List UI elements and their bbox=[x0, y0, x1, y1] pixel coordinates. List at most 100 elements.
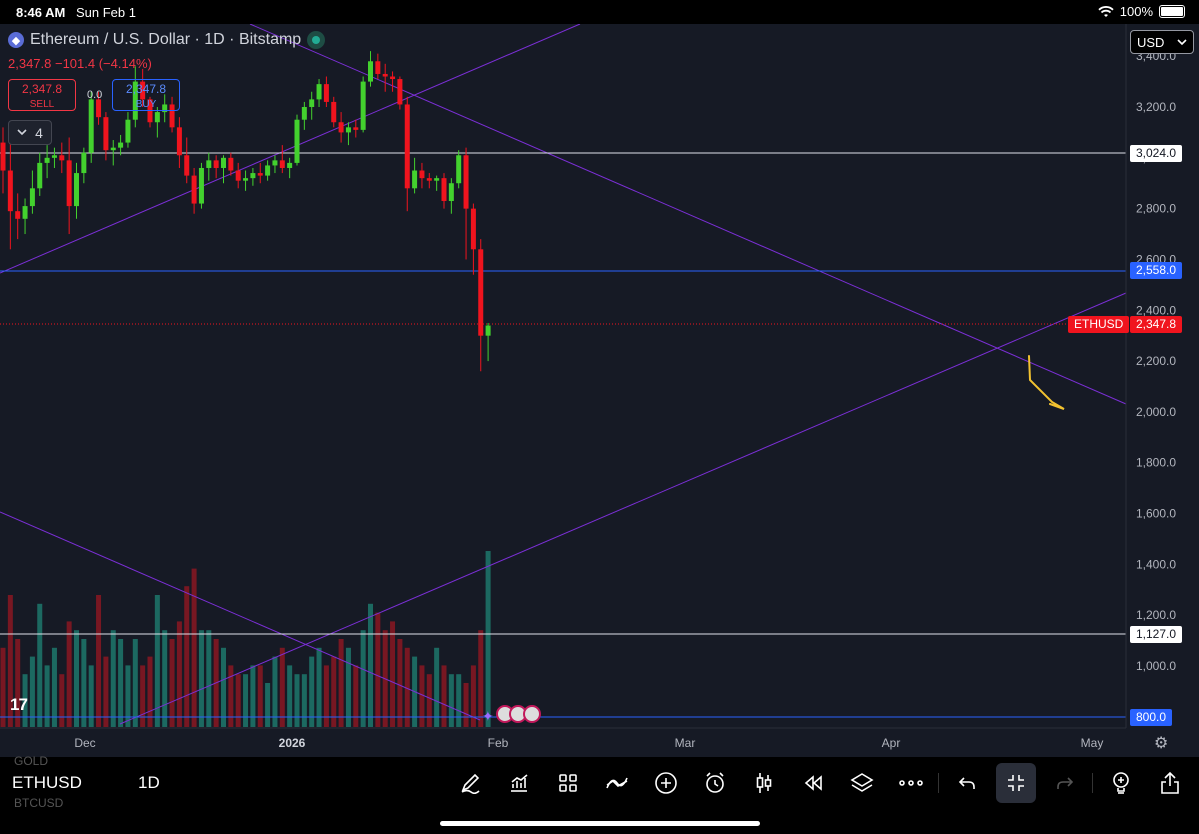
layout-button[interactable] bbox=[548, 763, 588, 803]
trendlines[interactable] bbox=[0, 24, 1127, 725]
candle bbox=[66, 137, 72, 235]
indicators-toggle-button[interactable]: 4 bbox=[8, 120, 52, 145]
interval-selector[interactable]: 1D bbox=[138, 773, 160, 792]
candle bbox=[7, 142, 13, 250]
candle bbox=[221, 155, 226, 184]
candle bbox=[125, 112, 131, 148]
symbol-title[interactable]: Ethereum / U.S. Dollar · 1D · Bitstamp bbox=[30, 31, 302, 48]
chart-legend-header[interactable]: ◆ Ethereum / U.S. Dollar · 1D · Bitstamp bbox=[8, 31, 326, 49]
volume-bar bbox=[198, 630, 204, 727]
currency-select[interactable]: USD bbox=[1130, 30, 1194, 54]
share-icon bbox=[1161, 771, 1179, 794]
volume-bar bbox=[265, 683, 271, 727]
trendline-2[interactable] bbox=[249, 24, 1127, 405]
volume-bar bbox=[463, 683, 469, 727]
event-markers[interactable]: ✦ bbox=[482, 705, 541, 724]
symbol-current[interactable]: ETHUSD bbox=[12, 773, 82, 792]
volume-bar bbox=[140, 665, 146, 727]
fullscreen-toggle-button[interactable] bbox=[996, 763, 1036, 803]
redo-button[interactable] bbox=[1045, 763, 1085, 803]
ideas-button[interactable] bbox=[1101, 763, 1141, 803]
price-tick-label: 1,600.0 bbox=[1136, 507, 1176, 521]
undo-icon bbox=[958, 777, 975, 789]
level-label-800[interactable]: 800.0 bbox=[1130, 709, 1173, 726]
time-axis[interactable]: Dec 2026 Feb Mar Apr May bbox=[74, 736, 1103, 750]
price-axis[interactable]: 3,400.03,200.03,000.02,800.02,600.02,400… bbox=[1136, 49, 1176, 673]
candles-button[interactable] bbox=[744, 763, 784, 803]
tradingview-logo[interactable]: 17 bbox=[10, 695, 28, 714]
drawing-tools-button[interactable] bbox=[450, 763, 490, 803]
volume-bar bbox=[88, 665, 94, 727]
trendline-4[interactable] bbox=[0, 511, 481, 721]
volume-bar bbox=[345, 647, 351, 727]
indicators-button[interactable] bbox=[597, 763, 637, 803]
market-status-icon[interactable] bbox=[307, 31, 326, 49]
candle bbox=[419, 162, 425, 189]
object-tree-button[interactable] bbox=[842, 763, 882, 803]
layers-icon bbox=[850, 773, 874, 792]
undo-button[interactable] bbox=[947, 763, 987, 803]
buy-price: 2,347.8 bbox=[125, 82, 167, 96]
volume-bar bbox=[44, 665, 50, 727]
level-label-1127[interactable]: 1,127.0 bbox=[1130, 626, 1183, 643]
collapse-icon bbox=[1008, 775, 1024, 791]
freehand-annotation[interactable] bbox=[1028, 355, 1065, 410]
level-label-2558[interactable]: 2,558.0 bbox=[1130, 262, 1183, 279]
volume-bar bbox=[103, 656, 109, 727]
price-tick-label: 2,400.0 bbox=[1136, 303, 1176, 317]
dividend-marker-icon[interactable]: ✦ bbox=[482, 708, 494, 724]
spread-value: 0.0 bbox=[87, 89, 103, 101]
candle bbox=[59, 142, 65, 174]
replay-button[interactable] bbox=[793, 763, 833, 803]
candle bbox=[265, 160, 271, 181]
volume-bar bbox=[7, 595, 13, 727]
volume-bar bbox=[353, 665, 359, 727]
candle bbox=[478, 239, 484, 372]
volume-bar bbox=[272, 656, 278, 727]
candle bbox=[0, 127, 6, 194]
candle bbox=[206, 152, 212, 181]
volume-bar bbox=[426, 674, 432, 727]
event-marker-icon[interactable] bbox=[523, 705, 541, 723]
price-change: 2,347.8 −101.4 (−4.14%) bbox=[8, 56, 152, 71]
candle bbox=[397, 76, 403, 110]
candle bbox=[463, 147, 469, 260]
chart-type-button[interactable] bbox=[499, 763, 539, 803]
horizontal-levels[interactable] bbox=[0, 152, 1126, 718]
candle bbox=[103, 112, 109, 161]
replay-icon bbox=[804, 775, 822, 791]
buy-button[interactable]: 2,347.8 BUY bbox=[112, 79, 180, 111]
sell-button[interactable]: 2,347.8 SELL bbox=[8, 79, 76, 111]
volume-bar bbox=[29, 656, 35, 727]
candle bbox=[44, 145, 50, 179]
price-tick-label: 2,000.0 bbox=[1136, 405, 1176, 419]
chart-area[interactable]: ✦ 3,400.03,200.03,000.02,800.02,600.02,4… bbox=[0, 24, 1199, 757]
candle bbox=[22, 198, 28, 235]
trendline-3[interactable] bbox=[119, 292, 1127, 725]
volume-bar bbox=[309, 656, 315, 727]
symbol-next[interactable]: BTCUSD bbox=[14, 796, 64, 810]
add-button[interactable] bbox=[646, 763, 686, 803]
volume-bar bbox=[15, 639, 21, 727]
candle bbox=[154, 107, 160, 138]
volume-bar bbox=[0, 647, 6, 727]
buy-label: BUY bbox=[135, 99, 157, 110]
more-button[interactable] bbox=[891, 763, 931, 803]
level-label-3024[interactable]: 3,024.0 bbox=[1130, 145, 1183, 162]
price-tick-label: 1,800.0 bbox=[1136, 456, 1176, 470]
candle bbox=[279, 145, 285, 174]
price-tick-label: 2,200.0 bbox=[1136, 354, 1176, 368]
symbol-prev[interactable]: GOLD bbox=[14, 754, 49, 768]
candle bbox=[345, 122, 351, 146]
toolbar-separator bbox=[1092, 773, 1093, 793]
volume-bar bbox=[434, 647, 440, 727]
alert-button[interactable] bbox=[695, 763, 735, 803]
add-icon bbox=[655, 772, 677, 794]
trendline-1[interactable] bbox=[0, 24, 581, 274]
candle bbox=[81, 147, 87, 184]
chart-settings-gear-icon[interactable]: ⚙ bbox=[1154, 735, 1169, 752]
candle bbox=[287, 157, 293, 179]
volume-bar bbox=[287, 665, 293, 727]
share-button[interactable] bbox=[1150, 763, 1190, 803]
chart-canvas[interactable]: ✦ 3,400.03,200.03,000.02,800.02,600.02,4… bbox=[0, 24, 1199, 757]
